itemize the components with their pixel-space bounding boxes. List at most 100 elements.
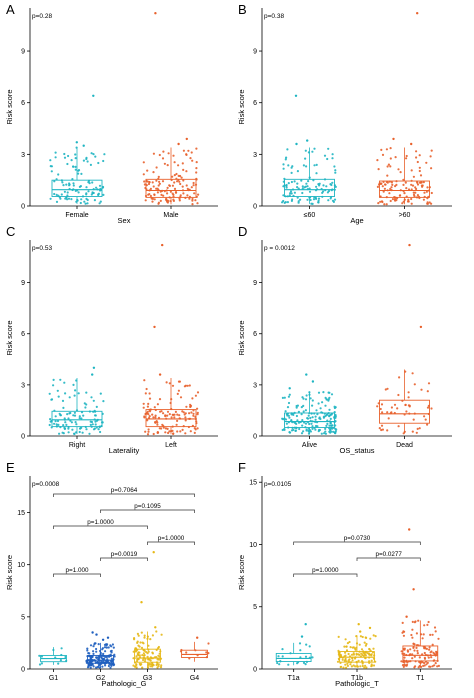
data-point <box>63 152 66 156</box>
data-point <box>331 157 334 160</box>
data-point <box>311 399 314 402</box>
data-point <box>287 663 290 666</box>
data-point <box>86 647 89 650</box>
data-point <box>161 157 165 160</box>
p-value-label: p=0.38 <box>264 13 284 20</box>
data-point <box>423 191 426 194</box>
data-point <box>386 429 389 432</box>
data-point <box>285 186 288 189</box>
data-point <box>416 183 420 186</box>
y-tick-label: 3 <box>21 382 25 389</box>
data-point <box>330 393 334 396</box>
outlier-point <box>408 528 411 531</box>
data-point <box>74 421 77 424</box>
data-point <box>347 659 350 662</box>
data-point <box>155 179 158 182</box>
data-point <box>346 664 349 668</box>
data-point <box>424 418 427 421</box>
data-point <box>95 186 98 189</box>
data-point <box>304 422 308 425</box>
data-point <box>298 427 301 431</box>
data-point <box>426 406 430 409</box>
data-point <box>418 166 421 169</box>
data-point <box>191 159 194 162</box>
data-point <box>380 200 384 203</box>
data-point <box>353 657 357 660</box>
data-point <box>406 200 410 203</box>
box <box>284 412 335 428</box>
data-point <box>377 168 380 171</box>
data-point <box>314 428 317 431</box>
data-point <box>177 164 180 167</box>
data-point <box>73 414 77 417</box>
y-tick-label: 15 <box>249 480 257 487</box>
data-point <box>188 197 191 200</box>
panel-b: B 0 3 6 9 Risk score p=0.38 ≤60 >60 Age <box>237 2 452 225</box>
outlier-point <box>106 636 110 639</box>
data-point <box>376 159 379 162</box>
data-point <box>78 417 81 420</box>
data-point <box>411 430 414 433</box>
x-tick-label: >60 <box>399 212 411 219</box>
y-axis-label: Risk score <box>237 89 246 124</box>
data-point <box>185 184 188 187</box>
data-point <box>418 427 421 430</box>
data-point <box>73 411 76 414</box>
data-point <box>57 423 60 426</box>
data-point <box>159 666 163 669</box>
data-point <box>85 192 88 195</box>
data-point <box>298 642 302 645</box>
data-point <box>175 423 178 426</box>
data-point <box>318 417 321 420</box>
data-point <box>151 181 154 184</box>
data-point <box>309 416 312 420</box>
data-point <box>159 199 162 202</box>
data-point <box>412 418 415 421</box>
data-point <box>57 395 60 398</box>
data-point <box>287 395 290 398</box>
outlier-point <box>300 635 304 638</box>
outlier-point <box>154 626 157 629</box>
data-point <box>187 149 190 152</box>
data-point <box>106 643 109 646</box>
outlier-point <box>75 141 79 144</box>
panel-d: D 0 3 6 9 Risk score p = 0.0012 Alive Dead OS_sta… <box>237 224 452 455</box>
data-point <box>110 657 113 660</box>
data-point <box>421 637 424 640</box>
data-point <box>98 202 101 205</box>
data-point <box>142 654 146 657</box>
data-point <box>100 656 103 659</box>
data-point <box>61 181 64 184</box>
data-point <box>399 171 402 174</box>
bracket-line <box>100 557 148 561</box>
data-point <box>378 427 381 430</box>
data-point <box>182 149 185 152</box>
data-point <box>407 396 410 399</box>
data-point <box>422 664 425 668</box>
data-point <box>304 149 307 152</box>
data-point <box>380 424 384 427</box>
data-point <box>286 406 290 409</box>
data-point <box>329 422 332 425</box>
panel-letter: B <box>238 2 247 17</box>
data-point <box>70 198 73 201</box>
data-point <box>143 183 146 186</box>
data-point <box>147 428 150 431</box>
data-point <box>326 157 329 161</box>
data-point <box>54 151 57 154</box>
group-1: G2 <box>85 631 116 682</box>
data-point <box>394 199 397 202</box>
data-point <box>333 198 337 201</box>
data-point <box>428 646 431 649</box>
data-point <box>167 431 170 435</box>
data-point <box>403 192 406 195</box>
data-point <box>402 178 405 181</box>
data-point <box>433 664 436 667</box>
data-point <box>58 432 61 435</box>
data-point <box>435 650 438 653</box>
data-point <box>334 406 337 409</box>
data-point <box>102 193 105 196</box>
data-point <box>405 157 408 160</box>
data-point <box>289 190 293 193</box>
data-point <box>282 194 285 197</box>
